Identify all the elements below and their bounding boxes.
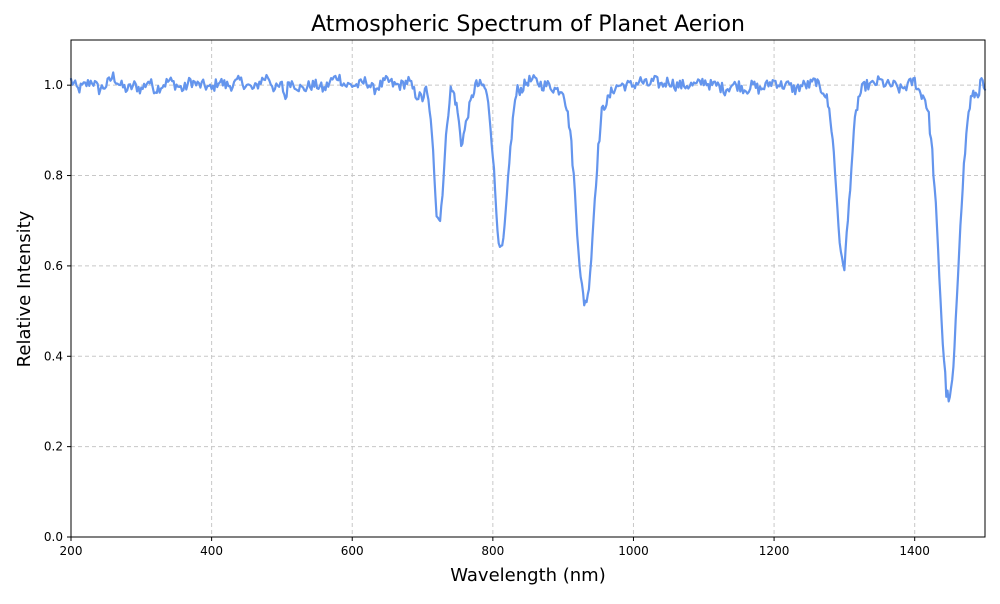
x-tick-label: 600 xyxy=(341,544,364,558)
x-tick-label: 1400 xyxy=(899,544,930,558)
x-tick-label: 800 xyxy=(481,544,504,558)
y-tick-label: 0.8 xyxy=(44,169,63,183)
x-axis-title: Wavelength (nm) xyxy=(450,565,606,586)
x-tick-label: 200 xyxy=(60,544,83,558)
y-tick-label: 0.0 xyxy=(44,530,63,544)
y-axis-title: Relative Intensity xyxy=(14,210,35,367)
x-tick-label: 1200 xyxy=(759,544,790,558)
spectrum-line xyxy=(69,71,987,403)
plot-frame xyxy=(70,39,986,538)
y-axis-ticks: 0.0 0.2 0.4 0.6 0.8 1.0 xyxy=(44,78,71,544)
chart-title: Atmospheric Spectrum of Planet Aerion xyxy=(311,12,745,37)
y-tick-label: 0.2 xyxy=(44,440,63,454)
y-tick-label: 1.0 xyxy=(44,78,63,92)
x-axis-ticks: 200 400 600 800 1000 1200 1400 xyxy=(60,537,930,558)
x-tick-label: 1000 xyxy=(618,544,649,558)
y-tick-label: 0.6 xyxy=(44,259,63,273)
x-tick-label: 400 xyxy=(200,544,223,558)
series-layer xyxy=(69,71,987,403)
y-tick-label: 0.4 xyxy=(44,349,63,363)
